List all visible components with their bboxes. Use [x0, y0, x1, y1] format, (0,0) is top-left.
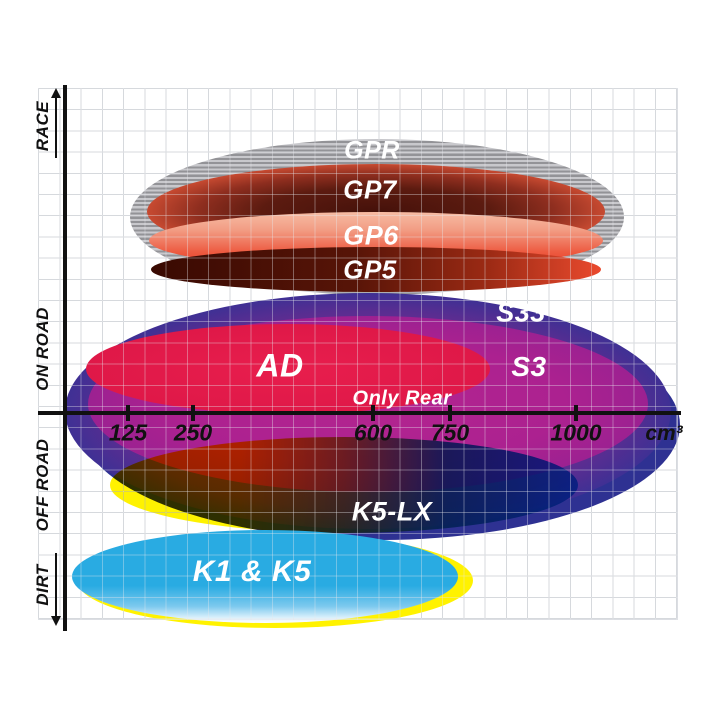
x-tick-label-600: 600 — [353, 419, 393, 446]
x-tick-600 — [371, 405, 375, 421]
y-category-offroad: OFF ROAD — [33, 438, 52, 532]
x-tick-label-125: 125 — [108, 419, 148, 446]
x-axis-line — [38, 411, 681, 415]
race-arrow-line — [55, 97, 57, 158]
k5lx-label: K5-LX — [351, 496, 433, 527]
ad-label: AD — [256, 347, 304, 384]
x-tick-1000 — [574, 405, 578, 421]
race-arrow-up-icon — [51, 88, 61, 98]
x-tick-label-1000: 1000 — [550, 419, 602, 446]
x-axis-unit-label: cm³ — [645, 422, 683, 445]
x-tick-label-250: 250 — [173, 419, 213, 446]
dirt-arrow-line — [55, 553, 57, 616]
x-tick-250 — [191, 405, 195, 421]
gp5-label: GP5 — [343, 254, 397, 285]
x-tick-label-750: 750 — [430, 419, 470, 446]
gpr-label: GPR — [344, 136, 400, 165]
ad-ellipse — [86, 324, 490, 414]
k5lx-ellipse — [110, 437, 578, 533]
y-category-race: RACE — [33, 100, 52, 152]
x-tick-125 — [126, 405, 130, 421]
gp6-label: GP6 — [343, 220, 399, 251]
y-category-dirt: DIRT — [33, 564, 52, 606]
k1k5-label: K1 & K5 — [192, 555, 312, 588]
y-axis-line — [63, 85, 67, 631]
y-category-onroad: ON ROAD — [33, 307, 52, 391]
gp5-ellipse — [151, 247, 601, 292]
dirt-arrow-down-icon — [51, 616, 61, 626]
s33-label: S33 — [496, 297, 546, 328]
gp7-label: GP7 — [343, 174, 397, 205]
only-rear-label: Only Rear — [352, 387, 452, 410]
s3-label: S3 — [511, 351, 547, 382]
k1k5-ellipse — [72, 530, 458, 623]
x-tick-750 — [448, 405, 452, 421]
